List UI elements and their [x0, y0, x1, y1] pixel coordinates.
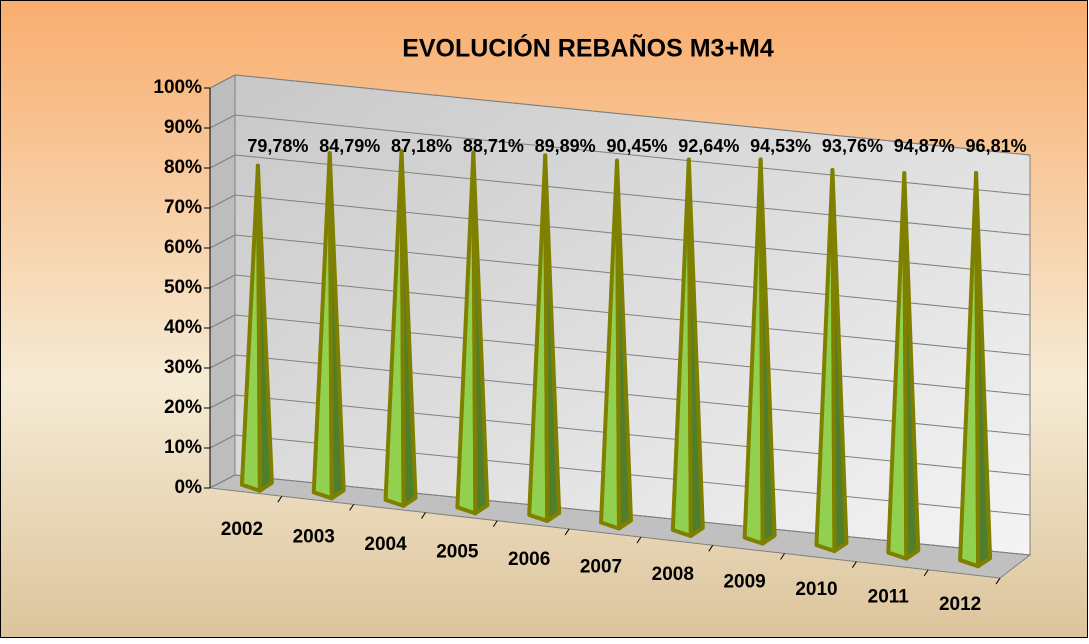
x-tick-label: 2002: [221, 519, 263, 540]
x-tick-label: 2011: [868, 587, 910, 608]
grid-line: [209, 154, 236, 169]
pyramid: [742, 157, 777, 546]
pyramid: [670, 157, 705, 539]
value-label: 84,79%: [319, 136, 380, 156]
grid-line: [234, 114, 1031, 196]
pyramid-face: [830, 168, 849, 554]
pyramid-face: [686, 157, 705, 539]
x-tick-label: 2003: [293, 526, 335, 547]
y-tick-label: 100%: [153, 77, 202, 98]
x-tick: [349, 504, 355, 511]
x-tick: [421, 512, 426, 519]
y-tick-label: 70%: [164, 197, 202, 218]
grid-line: [209, 434, 236, 449]
pyramid-face: [255, 163, 274, 493]
grid-line: [209, 234, 236, 249]
y-tick-label: 90%: [164, 117, 202, 138]
x-tick-label: 2007: [580, 556, 622, 577]
y-tick-label: 50%: [164, 277, 202, 298]
pyramid-face: [758, 157, 777, 546]
value-label: 93,76%: [822, 136, 883, 156]
grid-line: [234, 194, 1031, 276]
pyramid-face: [902, 171, 921, 561]
value-label: 92,64%: [678, 136, 739, 156]
grid-line: [209, 354, 236, 369]
x-tick: [780, 553, 785, 560]
x-tick-label: 2006: [508, 549, 550, 570]
value-label: 94,87%: [894, 136, 955, 156]
grid-line: [234, 154, 1031, 236]
x-tick: [708, 545, 714, 552]
pyramid: [383, 149, 418, 508]
x-tick-label: 2009: [723, 572, 765, 593]
x-tick: [492, 520, 498, 528]
value-label: 88,71%: [463, 136, 524, 156]
pyramid: [886, 171, 921, 561]
x-tick: [995, 577, 1001, 585]
grid-line: [234, 74, 1031, 156]
value-label: 89,89%: [535, 136, 596, 156]
x-tick-label: 2008: [652, 564, 694, 585]
pyramid: [814, 168, 849, 554]
value-label: 79,78%: [247, 136, 308, 156]
grid-line: [209, 394, 236, 409]
pyramid: [958, 170, 993, 569]
x-tick: [277, 495, 283, 503]
x-tick: [923, 569, 929, 577]
value-label: 90,45%: [606, 136, 667, 156]
x-tick-label: 2012: [939, 594, 981, 615]
y-tick-label: 60%: [164, 237, 202, 258]
pyramid-face: [615, 158, 633, 531]
x-tick-label: 2004: [364, 534, 407, 555]
x-tick-label: 2010: [795, 579, 837, 600]
pyramid-face: [471, 150, 490, 516]
plot: 0% 10% 20% 30% 40% 50% 60% 70% 80% 90% 100% 79,78% 2…: [153, 74, 1031, 615]
y-tick-label: 40%: [164, 317, 202, 338]
y-tick-label: 0%: [175, 477, 203, 498]
pyramid: [599, 158, 633, 531]
y-tick-label: 20%: [164, 397, 202, 418]
pyramid-face: [327, 151, 346, 501]
y-tick-label: 80%: [164, 157, 202, 178]
x-tick-label: 2005: [436, 541, 479, 562]
pyramid: [311, 151, 346, 501]
grid-line: [209, 474, 236, 489]
x-tick: [636, 536, 642, 544]
grid-line: [209, 74, 236, 89]
pyramid-face: [974, 170, 993, 569]
grid-line: [209, 314, 236, 329]
pyramid-face: [399, 149, 418, 508]
grid-line: [209, 114, 236, 129]
grid-line: [209, 274, 236, 289]
value-label: 94,53%: [750, 136, 811, 156]
x-tick: [564, 528, 570, 536]
y-tick-label: 10%: [164, 437, 202, 458]
pyramid: [527, 153, 562, 523]
x-tick: [851, 561, 857, 568]
pyramid: [239, 163, 274, 493]
chart-title: EVOLUCIÓN REBAÑOS M3+M4: [402, 33, 774, 63]
grid-line: [209, 194, 236, 209]
value-label: 96,81%: [966, 136, 1027, 156]
pyramid: [455, 150, 490, 516]
value-label: 87,18%: [391, 136, 452, 156]
y-tick-label: 30%: [164, 357, 202, 378]
pyramid-face: [543, 153, 562, 523]
